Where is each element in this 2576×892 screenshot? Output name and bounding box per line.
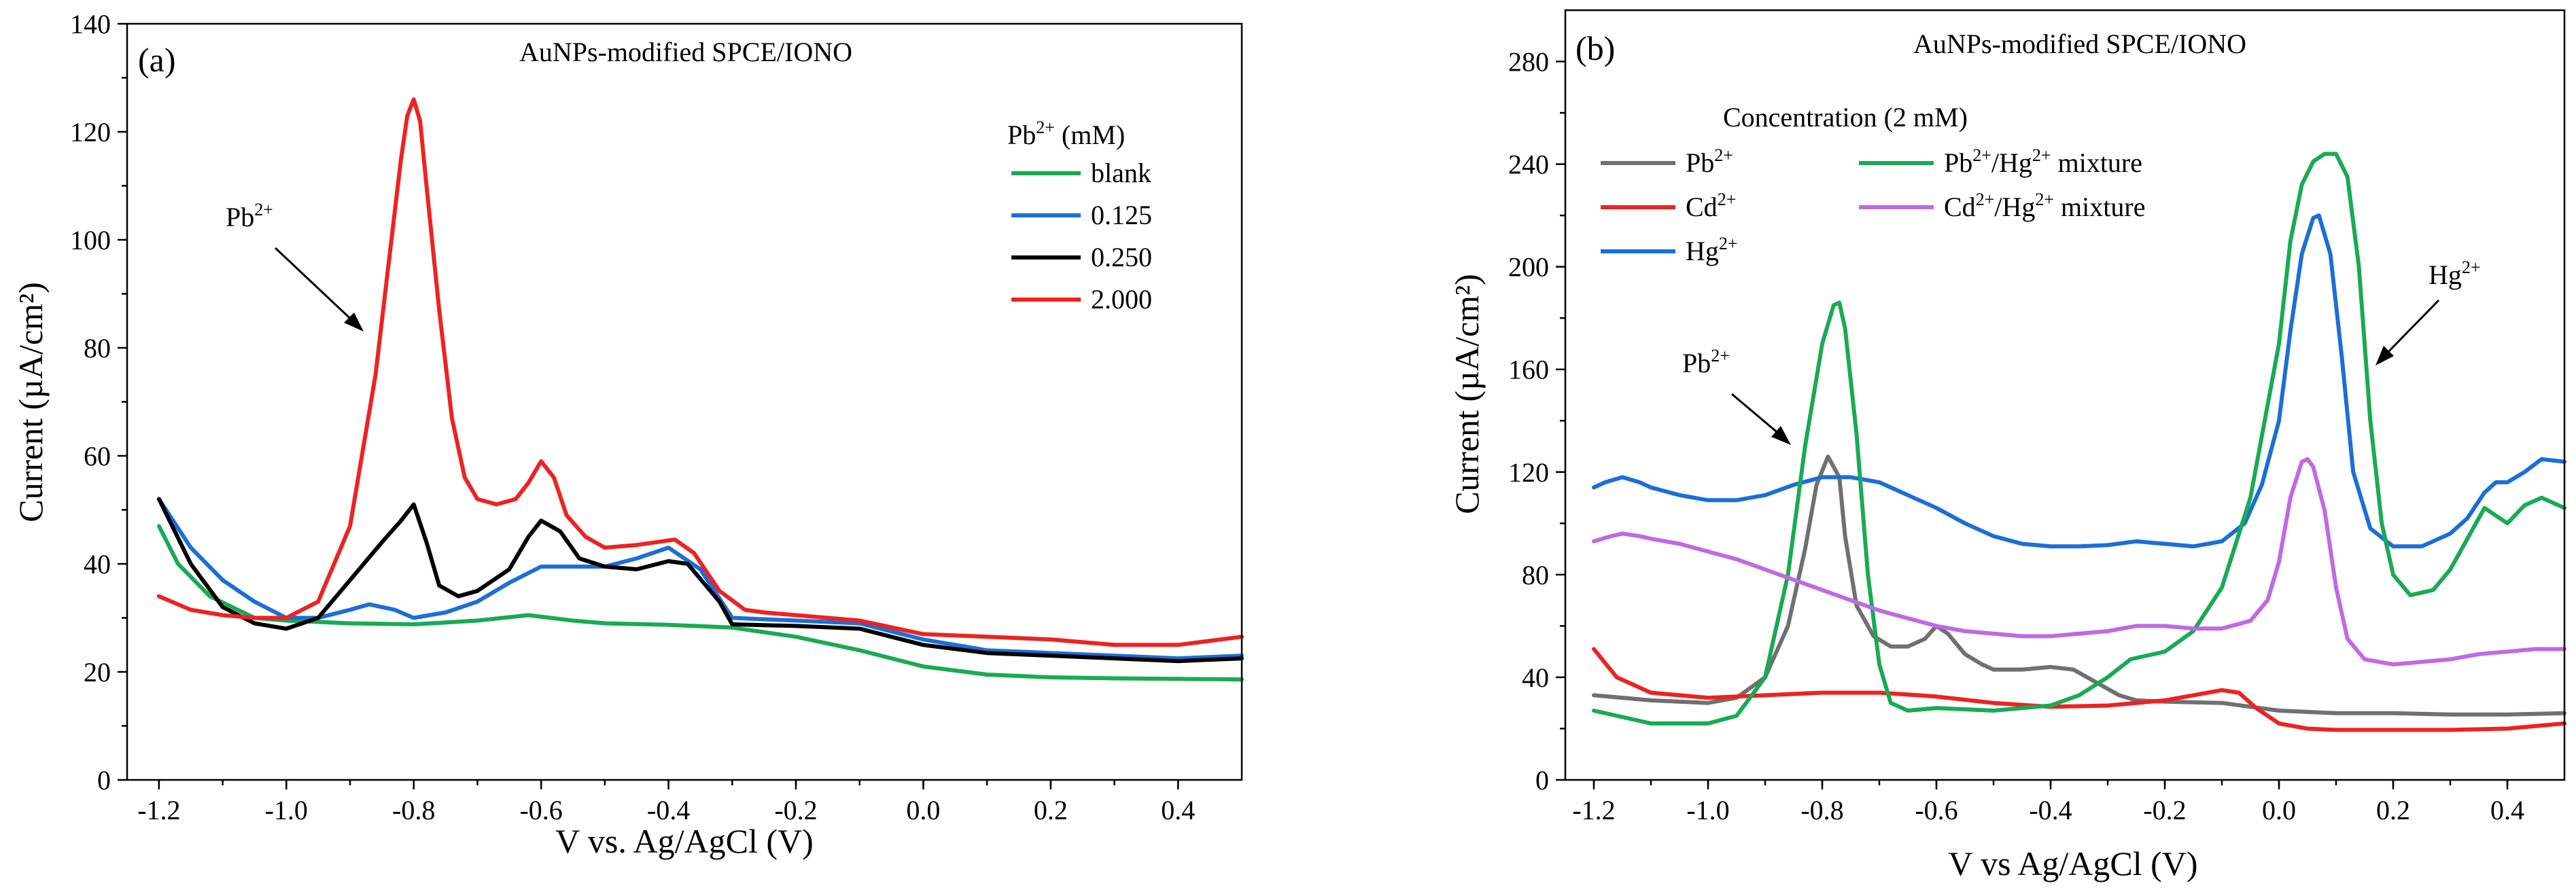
- panel-a-pb-annotation: Pb2+: [226, 200, 364, 332]
- panel-b-label: (b): [1576, 29, 1615, 67]
- panel-b-pb-arrowhead: [1771, 426, 1791, 445]
- panel-a-x-tick-label: -1.0: [265, 795, 308, 825]
- panel-b-series-3: [1592, 151, 2566, 726]
- panel-a-y-tick-label: 80: [84, 333, 111, 363]
- panel-a-x-tick-label: 0.4: [1161, 795, 1195, 825]
- panel-b-series-2: [1592, 213, 2566, 549]
- panel-a-legend-label: blank: [1091, 158, 1151, 188]
- panel-b-x-tick-label: 0.4: [2490, 795, 2524, 825]
- panel-b-hg-arrow: [2381, 299, 2440, 359]
- panel-b-y-tick-label: 240: [1508, 149, 1549, 180]
- panel-b-hg-annotation: Hg2+: [2375, 257, 2481, 365]
- panel-b-x-tick-label: -0.8: [1800, 795, 1843, 825]
- panel-b-x-tick-label: -1.0: [1686, 795, 1729, 825]
- panel-b-series-4: [1592, 457, 2566, 666]
- panel-b-chart: -1.2 -1.0 -0.8 -0.6 -0.4 -0.2 0.0 0.2 0.4 0 40 80 12…: [1448, 9, 2566, 882]
- panel-b-x-tick-label: 0.0: [2262, 795, 2296, 825]
- panel-a-legend: Pb2+ (mM) blank 0.125 0.250 2.000: [1007, 118, 1152, 315]
- panel-b-x-tick-label: -1.2: [1572, 795, 1615, 825]
- panel-a-y-tick-label: 140: [70, 9, 111, 39]
- panel-b-legend-label: Pb2+/Hg2+ mixture: [1944, 145, 2142, 178]
- panel-b-y-tick-label: 0: [1535, 765, 1549, 796]
- panel-b-y-tick-label: 80: [1522, 560, 1549, 590]
- panel-b-y-tick-label: 120: [1508, 457, 1549, 488]
- panel-a-y-tick-label: 100: [70, 225, 111, 255]
- panel-a-x-axis-title: V vs. Ag/AgCl (V): [555, 822, 814, 860]
- panel-b-x-tick-label: 0.2: [2376, 795, 2410, 825]
- panel-b-legend-label: Pb2+: [1686, 145, 1733, 178]
- panel-a-y-tick-label: 120: [70, 117, 111, 147]
- panel-b-y-tick-label: 160: [1508, 355, 1549, 385]
- panel-a-title: AuNPs-modified SPCE/IONO: [519, 37, 852, 67]
- panel-b-legend-label: Cd2+: [1686, 190, 1736, 222]
- panel-a-legend-label: 0.250: [1091, 242, 1152, 272]
- panel-b-y-tick-label: 200: [1508, 252, 1549, 283]
- panel-a-pb-arrowhead: [344, 313, 364, 332]
- panel-a-x-tick-label: -0.6: [519, 795, 562, 825]
- panel-a-y-tick-label: 20: [84, 657, 111, 688]
- panel-b-series: [1592, 151, 2566, 732]
- panel-b-legend-title: Concentration (2 mM): [1723, 102, 1968, 132]
- panel-a-series-3: [156, 97, 1244, 647]
- panel-a-y-tick-label: 60: [84, 441, 111, 471]
- panel-b-y-tick-label: 280: [1508, 47, 1549, 77]
- panel-b-plot-frame: [1564, 9, 2566, 781]
- panel-b-legend: Concentration (2 mM) Pb2+ Cd2+ Hg2+ Pb2+/Hg…: [1601, 102, 2145, 266]
- panel-a-legend-title: Pb2+ (mM): [1007, 118, 1125, 150]
- panel-a-x-tick-label: 0.0: [906, 795, 940, 825]
- panel-b-hg-arrowhead: [2375, 346, 2394, 365]
- panel-a-x-tick-label: -1.2: [137, 795, 180, 825]
- panel-a-x-tick-label: -0.4: [647, 795, 690, 825]
- panel-b-pb-annotation: Pb2+: [1682, 346, 1791, 445]
- panel-a-chart: -1.2 -1.0 -0.8 -0.6 -0.4 -0.2 0.0 0.2 0.4 0 20 40 60…: [12, 9, 1244, 860]
- panel-b-pb-arrow: [1731, 393, 1785, 440]
- panel-a-x-tick-label: -0.2: [774, 795, 817, 825]
- panel-a-y-tick-label: 0: [97, 765, 111, 796]
- panel-a-axes: -1.2 -1.0 -0.8 -0.6 -0.4 -0.2 0.0 0.2 0.4 0 20 40 60…: [70, 9, 1195, 825]
- panel-b-y-tick-label: 40: [1522, 662, 1549, 693]
- panel-a-series-1: [156, 497, 1244, 661]
- panel-b-legend-label: Cd2+/Hg2+ mixture: [1944, 190, 2145, 222]
- panel-b-title: AuNPs-modified SPCE/IONO: [1913, 29, 2246, 59]
- panel-a-pb-annotation-label: Pb2+: [226, 200, 273, 232]
- panel-a-legend-label: 0.125: [1091, 200, 1152, 230]
- panel-b-x-axis-title: V vs Ag/AgCl (V): [1948, 844, 2197, 882]
- panel-a-y-axis-title: Current (µA/cm²): [12, 282, 50, 522]
- panel-b-x-tick-label: -0.6: [1915, 795, 1957, 825]
- panel-a-plot-frame: [126, 22, 1243, 781]
- panel-b-axes: -1.2 -1.0 -0.8 -0.6 -0.4 -0.2 0.0 0.2 0.4 0 40 80 12…: [1508, 47, 2524, 825]
- panel-b-series-0: [1592, 454, 2566, 717]
- panel-a-series: [156, 97, 1244, 682]
- panel-a-x-tick-label: 0.2: [1034, 795, 1068, 825]
- panel-a-legend-label: 2.000: [1091, 284, 1152, 315]
- panel-b-hg-annotation-label: Hg2+: [2429, 257, 2481, 290]
- panel-b-x-tick-label: -0.2: [2143, 795, 2186, 825]
- panel-b-x-tick-label: -0.4: [2029, 795, 2072, 825]
- panel-a-x-tick-label: -0.8: [392, 795, 435, 825]
- panel-b-legend-label: Hg2+: [1686, 234, 1738, 266]
- panel-b-pb-annotation-label: Pb2+: [1682, 346, 1730, 378]
- panel-a-series-2: [156, 497, 1244, 664]
- panel-a-y-tick-label: 40: [84, 549, 111, 579]
- panel-b-y-axis-title: Current (µA/cm²): [1448, 274, 1486, 514]
- panel-a-label: (a): [138, 41, 176, 79]
- panel-a-pb-arrow: [274, 247, 358, 326]
- panel-b-series-1: [1592, 647, 2566, 732]
